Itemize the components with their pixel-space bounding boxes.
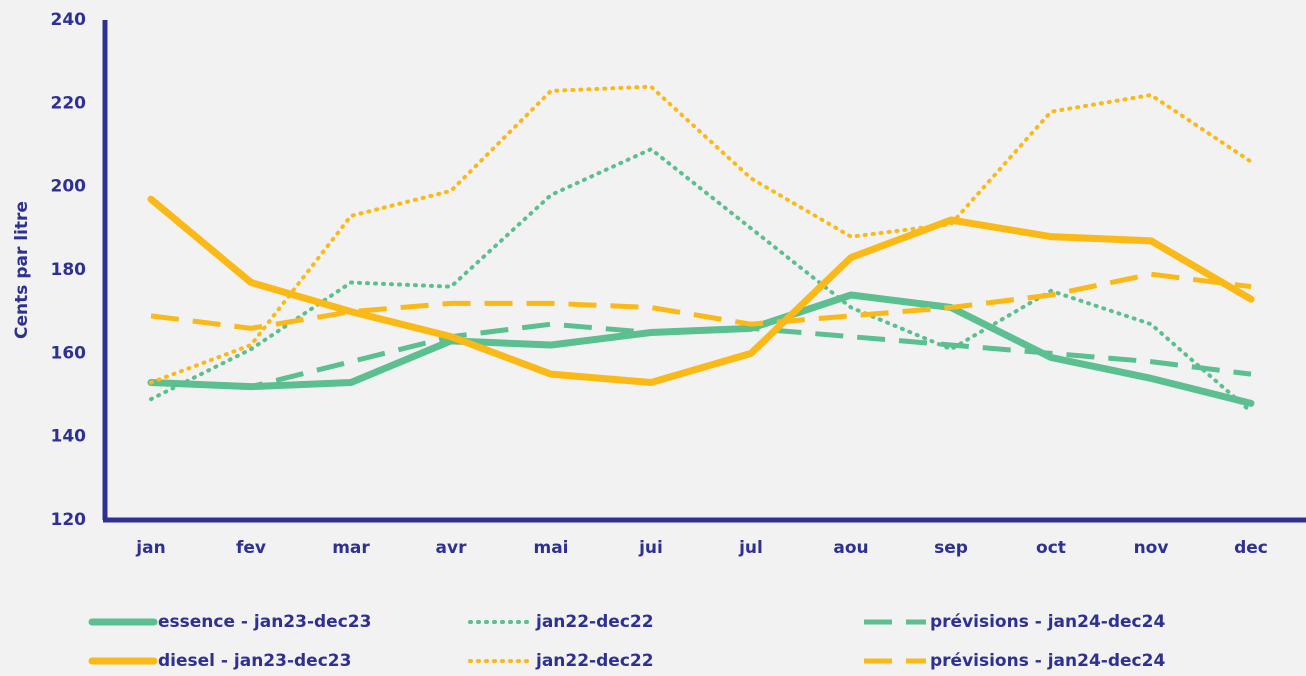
- line-series: [149, 84, 1253, 385]
- x-tick-label: mar: [332, 538, 370, 558]
- y-tick-label: 200: [51, 177, 87, 197]
- x-tick-label: oct: [1036, 538, 1066, 558]
- legend-label: jan22-dec22: [535, 612, 654, 632]
- y-tick-label: 180: [51, 260, 87, 280]
- y-axis-label: Cents par litre: [12, 201, 32, 339]
- line-series: [147, 291, 1255, 407]
- x-tick-label: nov: [1134, 538, 1169, 558]
- x-tick-label: avr: [436, 538, 468, 558]
- legend-label: diesel - jan23-dec23: [158, 651, 351, 671]
- x-tick-label: aou: [833, 538, 868, 558]
- legend-label: essence - jan23-dec23: [158, 612, 371, 632]
- legend-label: prévisions - jan24-dec24: [930, 651, 1165, 671]
- y-tick-label: 240: [51, 10, 87, 30]
- x-tick-label: dec: [1234, 538, 1268, 558]
- y-tick-label: 160: [51, 343, 87, 363]
- x-tick-label: jui: [638, 538, 663, 558]
- legend-label: prévisions - jan24-dec24: [930, 612, 1165, 632]
- x-tick-label: jan: [135, 538, 165, 558]
- line-series: [150, 321, 1252, 390]
- legend-label: jan22-dec22: [535, 651, 654, 671]
- line-series: [147, 195, 1255, 386]
- x-tick-label: sep: [934, 538, 968, 558]
- line-series: [149, 146, 1253, 414]
- line-series: [150, 271, 1252, 331]
- y-tick-label: 120: [51, 510, 87, 530]
- y-tick-label: 220: [51, 93, 87, 113]
- x-tick-label: jul: [738, 538, 763, 558]
- x-tick-label: fev: [236, 538, 266, 558]
- x-tick-label: mai: [533, 538, 568, 558]
- y-tick-label: 140: [51, 427, 87, 447]
